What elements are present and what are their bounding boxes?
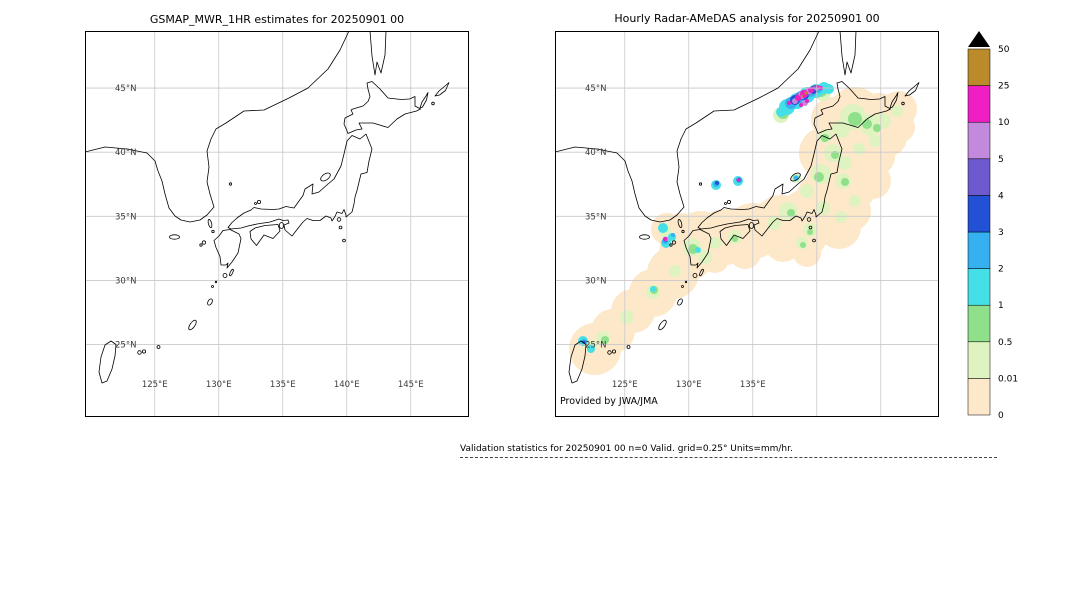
precip-cell-level-2: [814, 172, 824, 182]
gsmap-map-panel: 25°N 30°N 35°N 40°N 45°N 125°E 130°E 135°E 140°E…: [85, 31, 469, 417]
precip-cell-level-2: [601, 336, 609, 344]
radar-map-panel: 25°N 30°N 35°N 40°N 45°N 125°E 130°E 135°E: [555, 31, 939, 417]
precip-cell-level-9: [804, 91, 808, 95]
precip-cell-level-0: [765, 226, 801, 262]
tick-labels: 25°N 30°N 35°N 40°N 45°N 125°E 130°E 135°E 140°E…: [115, 84, 424, 390]
precip-cell-level-8: [795, 95, 801, 101]
precip-cell-level-1: [891, 105, 903, 117]
colorbar-segment: [967, 268, 991, 306]
precip-cell-level-1: [832, 120, 850, 138]
lat-tick-label: 40°N: [115, 148, 136, 158]
caption-dashed-rule: [460, 457, 997, 458]
colorbar-segment: [967, 48, 991, 86]
lat-tick-label: 25°N: [115, 341, 136, 351]
precip-cell-level-3: [824, 84, 834, 94]
lat-tick-label: 30°N: [585, 276, 606, 286]
precip-cell-level-2: [841, 178, 849, 186]
colorbar-tick-label: 2: [998, 265, 1004, 275]
precip-cell-level-8: [663, 237, 667, 241]
precip-cell-level-1: [849, 195, 861, 207]
lat-tick-label: 45°N: [115, 84, 136, 94]
colorbar-tick-label: 0.01: [998, 374, 1018, 384]
lat-tick-label: 35°N: [115, 212, 136, 222]
lat-tick-label: 25°N: [585, 341, 606, 351]
colorbar-tick-label: 50: [998, 45, 1010, 55]
precip-cell-level-2: [848, 112, 862, 126]
precip-cell-level-8: [805, 99, 809, 103]
precip-cell-level-1: [838, 156, 852, 170]
precip-cell-level-8: [808, 87, 814, 93]
precip-cell-level-2: [787, 209, 795, 217]
precip-cell-level-5: [715, 181, 719, 185]
lon-tick-label: 145°E: [398, 380, 424, 390]
precip-cell-level-2: [831, 151, 839, 159]
precip-cell-level-1: [620, 310, 634, 324]
precip-cell-level-1: [800, 184, 814, 198]
precip-cell-level-8: [736, 178, 740, 182]
precip-shading-layer: [569, 82, 917, 375]
precip-cell-level-3: [587, 345, 595, 353]
gsmap-panel-title: GSMAP_MWR_1HR estimates for 20250901 00: [149, 13, 405, 26]
lat-tick-label: 35°N: [585, 212, 606, 222]
lon-tick-label: 135°E: [740, 380, 766, 390]
colorbar-segment: [967, 121, 991, 160]
precip-cell-level-3: [658, 223, 668, 233]
tick-labels: 25°N 30°N 35°N 40°N 45°N 125°E 130°E 135°E: [585, 84, 766, 390]
coastlines: [85, 31, 450, 384]
graticule: [85, 31, 469, 417]
precip-cell-level-1: [767, 216, 781, 230]
precip-cell-level-8: [787, 101, 791, 105]
colorbar-tick-label: 0.5: [998, 338, 1012, 348]
colorbar-segment: [967, 378, 991, 416]
precip-cell-level-2: [873, 124, 881, 132]
colorbar-tick-label: 5: [998, 155, 1004, 165]
colorbar-tick-label: 4: [998, 191, 1004, 201]
colorbar-segment: [967, 341, 991, 379]
precip-cell-level-2: [807, 229, 813, 235]
lon-tick-label: 125°E: [612, 380, 638, 390]
precip-cell-level-3: [776, 107, 786, 117]
precip-cell-level-2: [800, 242, 806, 248]
precip-cell-level-8: [799, 103, 803, 107]
precip-cell-level-4: [671, 233, 675, 237]
colorbar-segment: [967, 304, 991, 343]
radar-panel-title: Hourly Radar-AMeDAS analysis for 2025090…: [614, 12, 880, 25]
colorbar-segment: [967, 231, 991, 269]
precip-cell-level-2: [732, 236, 738, 242]
map-frame: [85, 31, 469, 417]
colorbar-tick-label: 0: [998, 411, 1004, 421]
colorbar-tick-label: 10: [998, 118, 1010, 128]
precip-cell-level-4: [794, 176, 798, 180]
map-frame: [555, 31, 939, 417]
lat-tick-label: 40°N: [585, 148, 606, 158]
colorbar-segment: [967, 195, 991, 233]
precip-cell-level-3: [695, 247, 701, 253]
precip-cell-level-1: [869, 135, 881, 147]
lat-tick-label: 45°N: [585, 84, 606, 94]
validation-caption: Validation statistics for 20250901 00 n=…: [460, 444, 793, 454]
precip-cell-level-1: [853, 143, 865, 155]
graticule: [555, 31, 939, 417]
precip-cell-level-1: [709, 237, 721, 249]
lat-tick-label: 30°N: [115, 276, 136, 286]
lon-tick-label: 130°E: [676, 380, 702, 390]
lon-tick-label: 135°E: [270, 380, 296, 390]
colorbar-tick-label: 25: [998, 82, 1009, 92]
colorbar-tick-label: 1: [998, 301, 1004, 311]
colorbar-tick-label: 3: [998, 228, 1004, 238]
radar-credit-text: Provided by JWA/JMA: [560, 396, 658, 407]
colorbar-segment: [967, 158, 991, 196]
precip-cell-level-3: [650, 286, 656, 292]
lon-tick-label: 140°E: [334, 380, 360, 390]
precip-cell-level-9: [800, 94, 804, 98]
colorbar-over-arrow: [968, 31, 990, 47]
precip-cell-level-2: [862, 119, 872, 129]
lon-tick-label: 125°E: [142, 380, 168, 390]
precip-cell-level-1: [669, 265, 681, 277]
precip-cell-level-1: [835, 211, 847, 223]
lon-tick-label: 130°E: [206, 380, 232, 390]
colorbar: 0 0.01 0.5 1 2 3 4 5 10 25 50: [967, 31, 1018, 421]
colorbar-segment: [967, 85, 991, 123]
